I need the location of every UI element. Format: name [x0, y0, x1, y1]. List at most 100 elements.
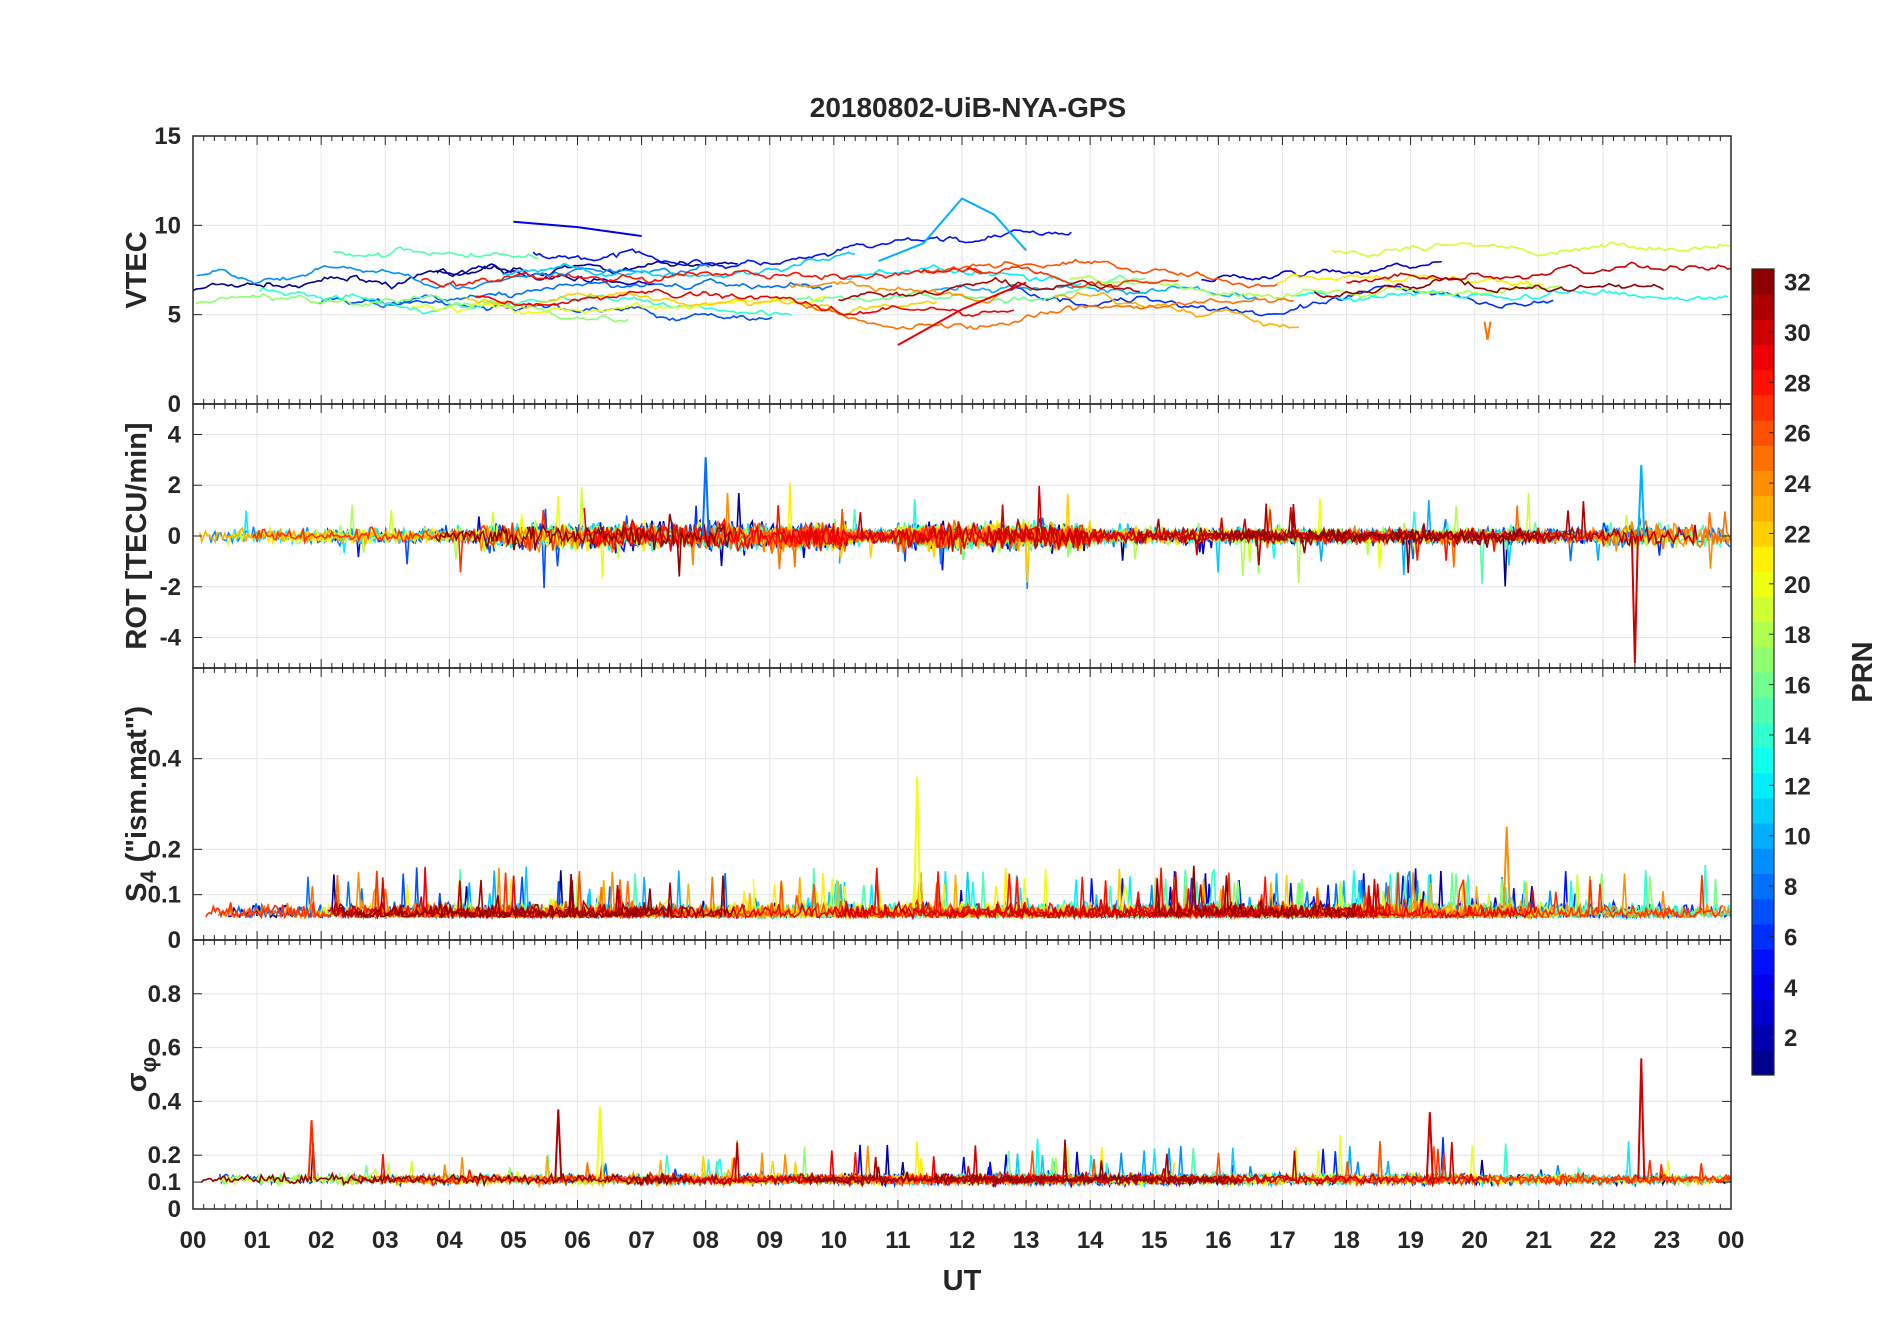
y-tick-label: 15	[154, 123, 181, 150]
colorbar-swatch-27	[1752, 394, 1774, 421]
x-tick-label: 01	[244, 1227, 271, 1254]
series-line-prn-30	[834, 871, 1390, 921]
colorbar-swatch-16	[1752, 672, 1774, 698]
series-line-prn-29	[583, 507, 849, 552]
y-tick-label: 0	[168, 927, 181, 954]
x-tick-label: 14	[1077, 1227, 1104, 1254]
series-line-prn-15	[333, 246, 539, 260]
y-tick-label: 0.1	[148, 882, 181, 909]
feature-spike	[701, 457, 710, 537]
series-line-prn-32	[1154, 865, 1357, 920]
y-label-main: S	[121, 883, 153, 902]
x-tick-label: 19	[1397, 1227, 1424, 1254]
colorbar-tick-label: 6	[1784, 924, 1797, 951]
feature-peak	[878, 197, 1027, 262]
y-axis-label: S4 ("ism.mat")	[121, 706, 161, 902]
series-line-prn-13	[1295, 288, 1729, 302]
panel-s4: 0 0.1 0.2 0.4S4 ("ism.mat")	[121, 667, 1732, 954]
x-tick-label: 22	[1589, 1227, 1616, 1254]
y-axis-label: σφ	[121, 1057, 161, 1093]
x-axis: 00 01 02 03 04 05 06 07 08 09 10 11 12 13 14 15 16 17 18 19…	[180, 1227, 1745, 1254]
colorbar-tick-label: 26	[1784, 421, 1811, 448]
colorbar-swatch-10	[1752, 823, 1774, 849]
series-group	[200, 1058, 1731, 1189]
colorbar-swatch-6	[1752, 923, 1774, 950]
series-line-prn-32	[200, 1142, 692, 1188]
colorbar-swatch-5	[1752, 949, 1774, 975]
y-tick-label: 0.4	[148, 746, 182, 773]
feature-spike	[913, 776, 922, 909]
y-label-main: σ	[121, 1072, 153, 1092]
colorbar-swatch-15	[1752, 697, 1774, 723]
feature-spike	[554, 1109, 563, 1180]
feature-spike	[1637, 464, 1646, 537]
feature-spike	[1502, 826, 1511, 909]
series-line-prn-19	[1331, 241, 1730, 258]
series-line-prn-28	[639, 1152, 1060, 1189]
colorbar-tick-label: 32	[1784, 270, 1811, 297]
x-tick-label: 15	[1141, 1227, 1168, 1254]
series-line-prn-25	[796, 297, 1294, 330]
colorbar-tick-label: 28	[1784, 370, 1811, 397]
x-tick-label: 00	[1718, 1227, 1745, 1254]
colorbar-tick-label: 4	[1784, 975, 1798, 1002]
colorbar-swatch-18	[1752, 621, 1774, 648]
x-tick-label: 07	[628, 1227, 655, 1254]
colorbar-tick-label: 2	[1784, 1025, 1797, 1052]
colorbar-tick-label: 8	[1784, 874, 1797, 901]
y-tick-label: 0.4	[148, 1088, 182, 1115]
colorbar-swatch-12	[1752, 772, 1774, 799]
colorbar-swatch-11	[1752, 797, 1774, 824]
y-tick-label: 0	[168, 1196, 181, 1223]
series-line-prn-18	[1069, 274, 1560, 300]
feature-arc	[897, 281, 1027, 346]
colorbar-swatch-29	[1752, 344, 1774, 371]
panel-rot: -4 -2 0 2 4 ROT [TECU/min]	[121, 403, 1732, 669]
y-tick-label: 2	[168, 472, 181, 499]
y-tick-label: 0.1	[148, 1169, 181, 1196]
colorbar-swatch-26	[1752, 420, 1774, 446]
series-group	[199, 457, 1731, 663]
series-line-prn-32	[1313, 276, 1664, 299]
y-tick-label: -2	[160, 574, 181, 601]
series-line-prn-3	[1201, 260, 1442, 283]
series-group	[205, 776, 1731, 921]
colorbar-swatch-28	[1752, 369, 1774, 396]
colorbar-swatch-7	[1752, 898, 1774, 925]
y-tick-label: 0	[168, 523, 181, 550]
colorbar-tick-label: 14	[1784, 723, 1811, 750]
chart-title: 20180802-UiB-NYA-GPS	[810, 92, 1126, 123]
y-tick-label: 10	[154, 212, 181, 239]
colorbar-tick-label: 18	[1784, 622, 1811, 649]
x-tick-label: 02	[308, 1227, 335, 1254]
series-line-prn-21	[1276, 273, 1543, 287]
feature-spike	[1630, 535, 1639, 663]
colorbar-swatch-23	[1752, 495, 1774, 522]
series-line-prn-32	[334, 874, 736, 920]
colorbar-tick-label: 20	[1784, 572, 1811, 599]
series-line-prn-8	[360, 277, 833, 309]
x-tick-label: 10	[820, 1227, 847, 1254]
colorbar-swatch-3	[1752, 999, 1774, 1026]
y-tick-label: 0.2	[148, 1142, 181, 1169]
series-line-prn-14	[258, 287, 792, 317]
series-group	[193, 197, 1731, 346]
feature-spike	[1483, 321, 1492, 340]
colorbar-swatch-19	[1752, 596, 1774, 623]
series-line-prn-24	[788, 280, 998, 304]
series-line-prn-27	[1331, 1148, 1731, 1187]
series-line-prn-31	[1136, 501, 1698, 547]
x-tick-label: 03	[372, 1227, 399, 1254]
x-tick-label: 04	[436, 1227, 463, 1254]
y-axis-label: VTEC	[121, 231, 153, 308]
colorbar-label: PRN	[1847, 641, 1879, 702]
y-tick-label: 5	[168, 302, 181, 329]
colorbar-swatch-22	[1752, 520, 1774, 547]
y-tick-label: 0.2	[148, 836, 181, 863]
series-line-prn-1	[1018, 518, 1558, 587]
x-tick-label: 18	[1333, 1227, 1360, 1254]
series-line-prn-28	[583, 505, 935, 552]
